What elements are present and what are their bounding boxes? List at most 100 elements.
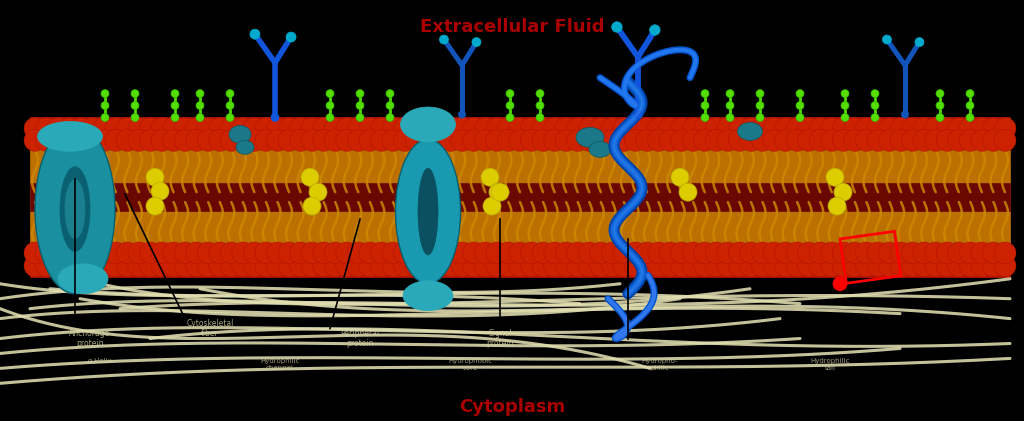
Circle shape	[198, 117, 219, 139]
Circle shape	[226, 101, 234, 109]
Circle shape	[382, 242, 404, 264]
Circle shape	[266, 129, 289, 151]
Circle shape	[131, 114, 139, 122]
Circle shape	[890, 255, 912, 277]
Circle shape	[131, 90, 139, 98]
Circle shape	[566, 242, 589, 264]
Circle shape	[532, 129, 554, 151]
Circle shape	[301, 117, 324, 139]
Text: Anchorage
protein: Anchorage protein	[70, 328, 111, 348]
Circle shape	[406, 117, 427, 139]
Circle shape	[146, 168, 164, 186]
Circle shape	[763, 255, 785, 277]
Circle shape	[255, 242, 276, 264]
Circle shape	[58, 129, 81, 151]
Ellipse shape	[403, 281, 453, 311]
Circle shape	[966, 101, 974, 109]
Circle shape	[474, 117, 497, 139]
Circle shape	[325, 117, 346, 139]
Circle shape	[358, 242, 381, 264]
Circle shape	[509, 242, 531, 264]
Circle shape	[358, 117, 381, 139]
Circle shape	[506, 101, 514, 109]
Circle shape	[555, 242, 578, 264]
Circle shape	[879, 242, 900, 264]
Circle shape	[544, 129, 565, 151]
Circle shape	[613, 129, 635, 151]
Circle shape	[226, 114, 234, 122]
Circle shape	[163, 117, 184, 139]
Circle shape	[82, 255, 103, 277]
Circle shape	[24, 129, 46, 151]
Circle shape	[532, 255, 554, 277]
Circle shape	[336, 255, 357, 277]
Text: Cytoskeletal
fiber: Cytoskeletal fiber	[186, 319, 233, 338]
Circle shape	[428, 242, 451, 264]
Circle shape	[717, 129, 739, 151]
Circle shape	[244, 255, 265, 277]
Ellipse shape	[65, 179, 85, 239]
Circle shape	[231, 255, 254, 277]
Circle shape	[844, 242, 866, 264]
Circle shape	[393, 117, 416, 139]
Circle shape	[959, 242, 981, 264]
Circle shape	[163, 129, 184, 151]
Circle shape	[871, 101, 879, 109]
Circle shape	[325, 242, 346, 264]
Bar	[840, 231, 901, 283]
Circle shape	[336, 117, 357, 139]
Circle shape	[936, 117, 958, 139]
Circle shape	[763, 117, 785, 139]
Ellipse shape	[60, 167, 90, 251]
Circle shape	[428, 255, 451, 277]
Circle shape	[474, 242, 497, 264]
Circle shape	[717, 242, 739, 264]
Circle shape	[139, 255, 162, 277]
Circle shape	[694, 242, 716, 264]
Circle shape	[647, 242, 670, 264]
Circle shape	[139, 129, 162, 151]
Circle shape	[679, 183, 697, 201]
Circle shape	[58, 255, 81, 277]
Circle shape	[959, 117, 981, 139]
Circle shape	[481, 168, 499, 186]
Circle shape	[579, 255, 600, 277]
Circle shape	[855, 242, 878, 264]
Circle shape	[913, 129, 935, 151]
Circle shape	[717, 117, 739, 139]
Circle shape	[279, 129, 300, 151]
Circle shape	[763, 129, 785, 151]
Circle shape	[706, 117, 727, 139]
Circle shape	[959, 129, 981, 151]
Circle shape	[151, 255, 173, 277]
Circle shape	[883, 35, 892, 44]
Circle shape	[163, 242, 184, 264]
Circle shape	[520, 117, 543, 139]
Circle shape	[290, 117, 311, 139]
Circle shape	[128, 242, 150, 264]
Circle shape	[728, 255, 751, 277]
Circle shape	[671, 255, 692, 277]
Circle shape	[555, 129, 578, 151]
Circle shape	[532, 242, 554, 264]
Circle shape	[879, 129, 900, 151]
Circle shape	[871, 114, 879, 122]
Circle shape	[428, 129, 451, 151]
Circle shape	[286, 32, 296, 42]
Circle shape	[139, 242, 162, 264]
Circle shape	[117, 242, 138, 264]
Circle shape	[209, 117, 230, 139]
Circle shape	[393, 129, 416, 151]
Circle shape	[867, 129, 889, 151]
Circle shape	[841, 101, 849, 109]
Circle shape	[726, 101, 734, 109]
Circle shape	[936, 101, 944, 109]
Circle shape	[601, 129, 624, 151]
Ellipse shape	[737, 123, 763, 140]
Circle shape	[544, 255, 565, 277]
Circle shape	[326, 90, 334, 98]
Circle shape	[279, 255, 300, 277]
Circle shape	[948, 117, 970, 139]
Circle shape	[579, 117, 600, 139]
Circle shape	[520, 129, 543, 151]
